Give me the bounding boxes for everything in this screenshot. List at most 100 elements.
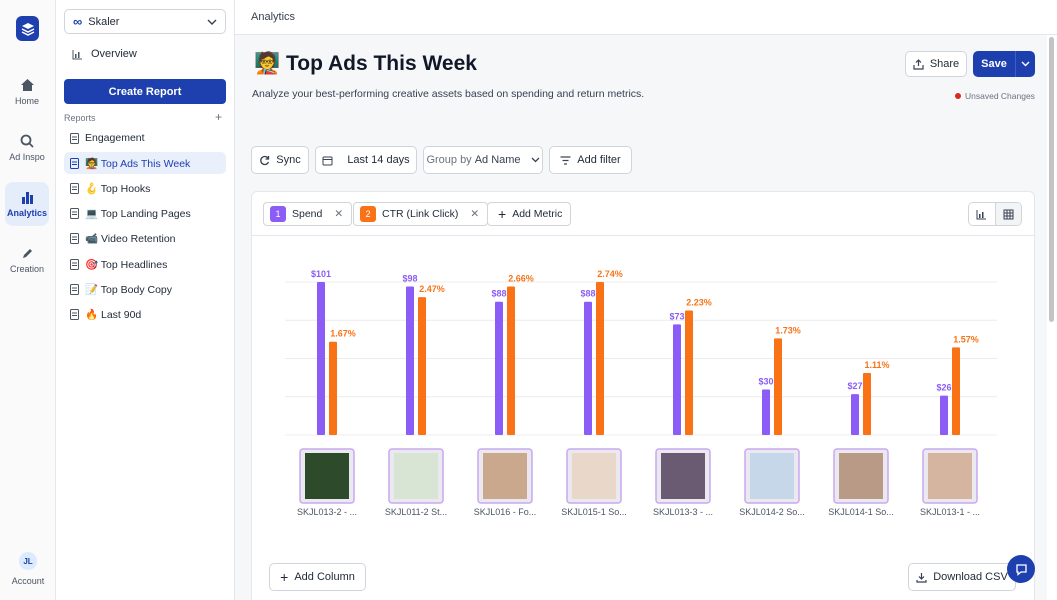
bar-ctr[interactable]	[952, 347, 960, 435]
sidebar-report-item[interactable]: 📹 Video Retention	[64, 228, 226, 250]
bar-spend[interactable]	[495, 301, 503, 435]
sidebar-report-item[interactable]: 📝 Top Body Copy	[64, 278, 226, 300]
sidebar-report-label: 🔥 Last 90d	[85, 308, 142, 321]
ad-thumbnail-image	[839, 453, 883, 499]
sidebar-report-label: 🎯 Top Headlines	[85, 258, 168, 271]
rail-creation[interactable]: Creation	[5, 238, 49, 282]
sidebar-report-item[interactable]: 🎯 Top Headlines	[64, 253, 226, 275]
group-by-select[interactable]: Group by Ad Name	[423, 146, 543, 174]
avatar[interactable]: JL	[19, 552, 37, 570]
add-report-icon[interactable]: +	[214, 110, 222, 124]
bar-ctr[interactable]	[774, 338, 782, 435]
grid-icon	[1003, 209, 1014, 219]
sidebar-report-item[interactable]: 🔥 Last 90d	[64, 303, 226, 325]
rail-analytics[interactable]: Analytics	[5, 182, 49, 226]
ad-thumbnail-image	[750, 453, 794, 499]
document-icon	[70, 132, 79, 144]
document-icon	[70, 258, 79, 270]
bar-spend[interactable]	[851, 394, 859, 435]
reports-sidebar: ∞ Skaler Overview Create Report Reports …	[56, 0, 235, 600]
download-csv-label: Download CSV	[933, 571, 1008, 583]
save-dropdown[interactable]	[1015, 51, 1035, 77]
bar-ctr[interactable]	[596, 282, 604, 435]
sidebar-report-item[interactable]: 🧑‍🏫 Top Ads This Week	[64, 152, 226, 175]
ad-name-label: SKJL013-3 - ...	[653, 507, 713, 517]
bar-spend[interactable]	[584, 301, 592, 435]
share-button[interactable]: Share	[905, 51, 967, 77]
ad-thumbnail-image	[483, 453, 527, 499]
plus-icon: +	[280, 569, 289, 585]
bar-spend[interactable]	[940, 395, 948, 435]
date-range-picker[interactable]: Last 14 days	[315, 146, 417, 174]
workspace-select[interactable]: ∞ Skaler	[64, 9, 226, 34]
overview-link[interactable]: Overview	[72, 48, 137, 60]
bar-spend[interactable]	[406, 286, 414, 435]
data-label-ctr: 1.57%	[953, 334, 979, 344]
data-label-spend: $27	[847, 381, 862, 391]
data-label-ctr: 1.11%	[864, 360, 889, 370]
data-label-ctr: 2.47%	[419, 284, 445, 294]
sidebar-report-item[interactable]: 🪝 Top Hooks	[64, 177, 226, 199]
save-button[interactable]: Save	[973, 51, 1035, 77]
add-metric-button[interactable]: + Add Metric	[487, 202, 572, 226]
chevron-down-icon	[207, 19, 217, 25]
ad-name-label: SKJL016 - Fo...	[474, 507, 537, 517]
sync-button[interactable]: Sync	[251, 146, 309, 174]
sidebar-report-item[interactable]: 💻 Top Landing Pages	[64, 203, 226, 225]
add-column-label: Add Column	[294, 571, 355, 583]
bar-ctr[interactable]	[418, 297, 426, 435]
bar-ctr[interactable]	[863, 373, 871, 435]
metric-index-badge: 2	[360, 206, 376, 222]
chat-button[interactable]	[1007, 555, 1035, 583]
sidebar-report-label: 💻 Top Landing Pages	[85, 208, 191, 221]
rail-creation-label: Creation	[9, 263, 45, 274]
chat-icon	[1015, 563, 1027, 576]
chevron-down-icon	[531, 157, 540, 163]
overview-label: Overview	[91, 48, 137, 60]
status-dot	[955, 93, 961, 99]
table-view-button[interactable]	[995, 203, 1021, 225]
document-icon	[70, 182, 79, 194]
ad-thumbnail-image	[394, 453, 438, 499]
app-rail: Home Ad Inspo Analytics Creation JL Acco…	[0, 0, 56, 600]
chart-view-button[interactable]	[969, 203, 996, 225]
page-title: 🧑‍🏫 Top Ads This Week	[254, 52, 477, 75]
unsaved-indicator: Unsaved Changes	[955, 91, 1035, 101]
metric-chip-ctr[interactable]: 2 CTR (Link Click) ✕	[353, 202, 489, 226]
metric-label: CTR (Link Click)	[382, 208, 459, 220]
rail-account[interactable]: JL Account	[0, 552, 56, 586]
scrollbar[interactable]	[1047, 35, 1057, 600]
save-label: Save	[981, 58, 1007, 70]
bar-spend[interactable]	[317, 282, 325, 435]
bar-spend[interactable]	[762, 389, 770, 435]
document-icon	[70, 233, 79, 245]
rail-ad-inspo[interactable]: Ad Inspo	[5, 126, 49, 170]
scrollbar-thumb[interactable]	[1049, 37, 1054, 322]
bar-ctr[interactable]	[685, 310, 693, 435]
metric-chip-spend[interactable]: 1 Spend ✕	[263, 202, 353, 226]
meta-logo-icon: ∞	[73, 14, 83, 29]
sidebar-report-item[interactable]: Engagement	[64, 127, 226, 149]
share-label: Share	[929, 58, 960, 70]
close-icon[interactable]: ✕	[334, 208, 344, 220]
create-report-button[interactable]: Create Report	[64, 79, 226, 104]
download-csv-button[interactable]: Download CSV	[908, 563, 1016, 591]
bar-ctr[interactable]	[329, 341, 337, 435]
bar-spend[interactable]	[673, 324, 681, 435]
metric-bar: 1 Spend ✕ 2 CTR (Link Click) ✕ + Add Met…	[252, 192, 1034, 236]
data-label-spend: $30	[758, 377, 773, 387]
workspace-name: Skaler	[88, 15, 120, 28]
reports-heading: Reports +	[64, 110, 222, 124]
add-column-button[interactable]: + Add Column	[269, 563, 366, 591]
metric-index-badge: 1	[270, 206, 286, 222]
add-filter-button[interactable]: Add filter	[549, 146, 632, 174]
bar-ctr[interactable]	[507, 286, 515, 435]
date-range-label: Last 14 days	[347, 154, 410, 166]
document-icon	[70, 308, 79, 320]
close-icon[interactable]: ✕	[470, 208, 480, 220]
data-label-ctr: 2.74%	[597, 269, 623, 279]
rail-home[interactable]: Home	[5, 70, 49, 114]
unsaved-label: Unsaved Changes	[965, 91, 1035, 101]
app-logo-icon[interactable]	[16, 16, 39, 41]
rail-ad-inspo-label: Ad Inspo	[9, 152, 45, 162]
